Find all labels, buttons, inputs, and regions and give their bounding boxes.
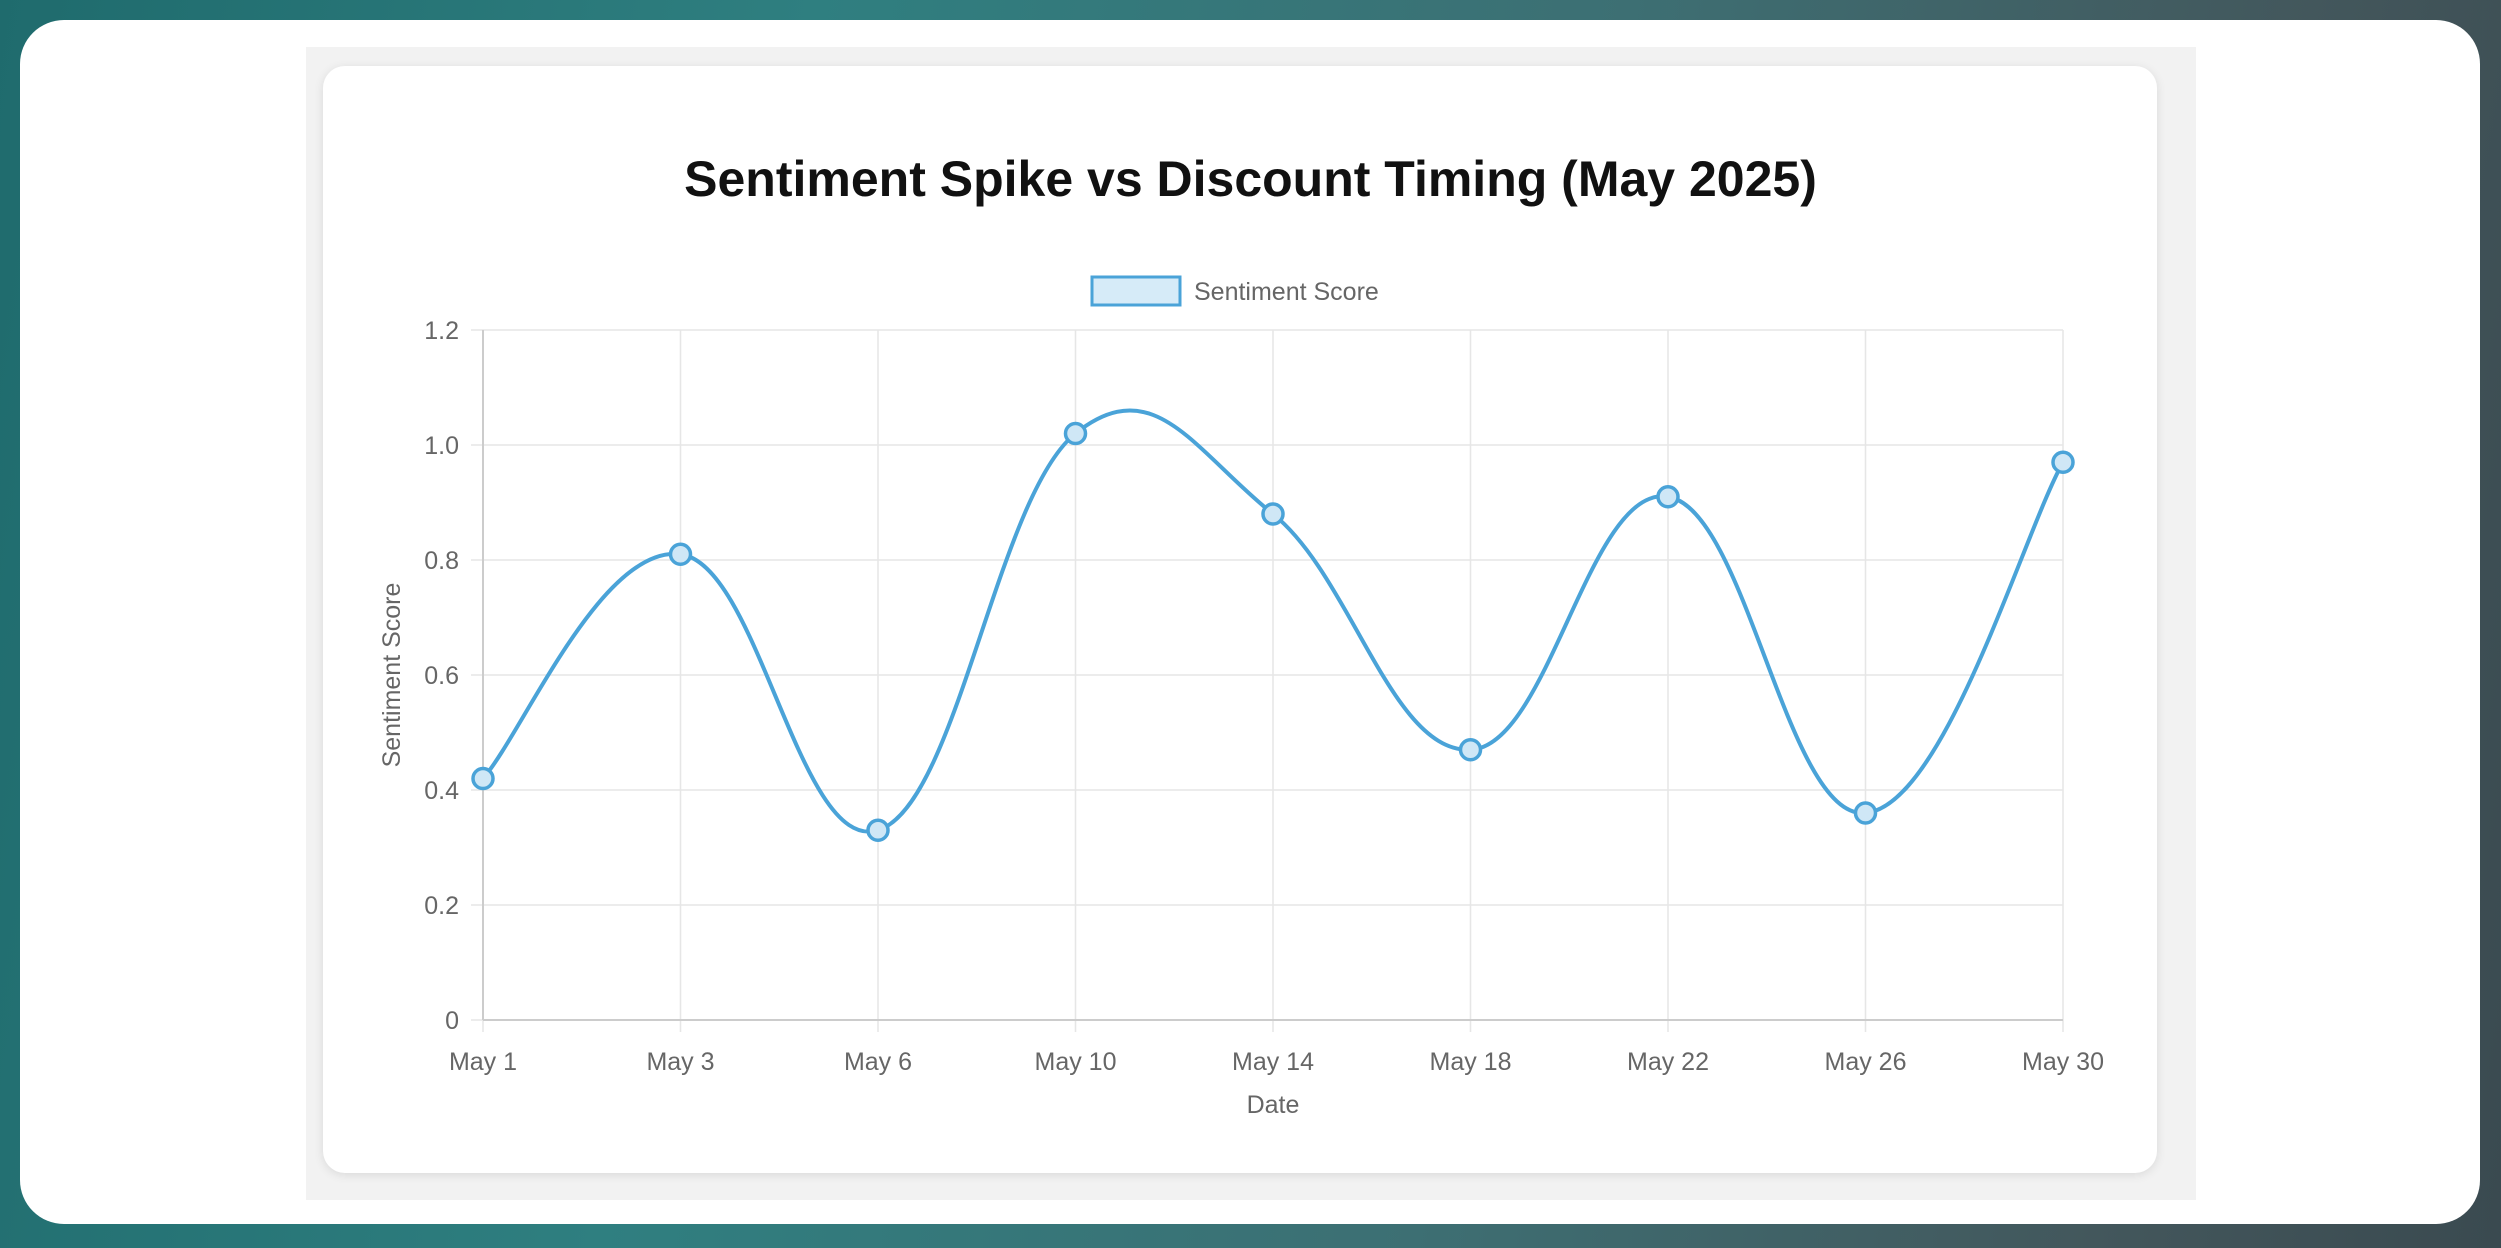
data-point[interactable] <box>866 818 890 842</box>
data-point[interactable] <box>1656 485 1680 509</box>
x-tick-label: May 18 <box>1430 1048 1512 1076</box>
data-point[interactable] <box>2051 450 2075 474</box>
x-tick-label: May 30 <box>2022 1048 2104 1076</box>
x-axis-title: Date <box>1247 1091 1300 1119</box>
y-tick-label: 1.0 <box>424 432 459 460</box>
data-point[interactable] <box>1458 738 1483 762</box>
point-layer <box>471 421 2075 842</box>
y-tick-label: 0 <box>445 1007 459 1035</box>
chart-card <box>323 66 2157 1173</box>
x-tick-label: May 3 <box>646 1048 714 1076</box>
y-tick-label: 0.8 <box>424 547 459 575</box>
x-tick-label: May 1 <box>449 1048 517 1076</box>
y-tick-label: 1.2 <box>424 317 459 345</box>
x-tick-label: May 22 <box>1627 1048 1709 1076</box>
data-point[interactable] <box>668 542 693 566</box>
y-tick-label: 0.4 <box>424 777 459 805</box>
data-point[interactable] <box>1063 421 1088 446</box>
x-tick-label: May 10 <box>1035 1048 1117 1076</box>
data-point[interactable] <box>471 766 495 791</box>
legend[interactable]: Sentiment Score <box>1090 275 1379 307</box>
data-point[interactable] <box>1853 801 1878 825</box>
y-axis-title: Sentiment Score <box>378 583 406 768</box>
y-tick-label: 0.2 <box>424 892 459 920</box>
legend-label[interactable]: Sentiment Score <box>1194 278 1379 306</box>
x-tick-label: May 26 <box>1825 1048 1907 1076</box>
legend-swatch[interactable] <box>1090 275 1182 307</box>
x-tick-label: May 6 <box>844 1048 912 1076</box>
axis-layer: 0 0.2 0.4 0.6 0.8 1.0 1.2 May 1 May 3 May 6 May 10… <box>424 317 2104 1076</box>
data-point[interactable] <box>1261 502 1285 526</box>
chart-title: Sentiment Spike vs Discount Timing (May … <box>684 151 1817 207</box>
y-tick-label: 0.6 <box>424 662 459 690</box>
x-tick-label: May 14 <box>1232 1048 1314 1076</box>
grid-layer <box>471 329 2064 1032</box>
